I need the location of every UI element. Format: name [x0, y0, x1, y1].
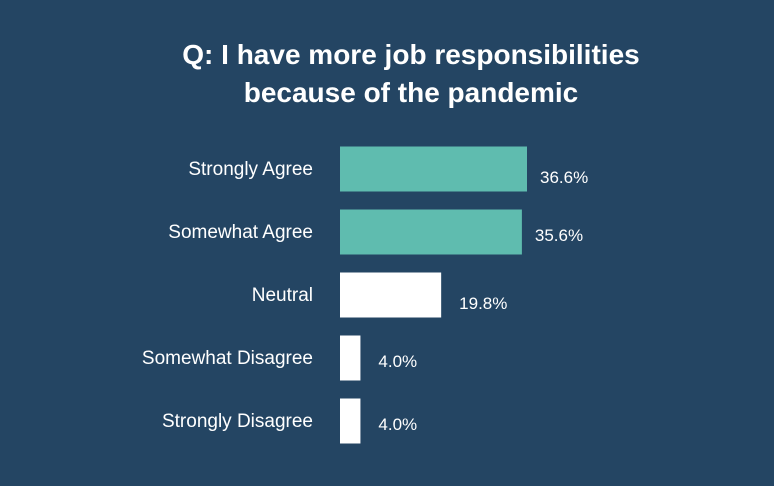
value-label: 4.0%	[378, 352, 417, 371]
category-label: Somewhat Agree	[168, 222, 313, 243]
category-label: Somewhat Disagree	[142, 348, 313, 369]
value-label: 4.0%	[378, 415, 417, 434]
category-label: Neutral	[252, 285, 313, 306]
chart-title: Q: I have more job responsibilities beca…	[182, 39, 640, 108]
category-label: Strongly Disagree	[162, 411, 313, 432]
value-label: 36.6%	[540, 168, 588, 187]
category-label: Strongly Agree	[188, 159, 313, 180]
bar-neutral	[340, 272, 442, 318]
bar-somewhat-agree	[340, 209, 522, 255]
value-label: 35.6%	[535, 226, 583, 245]
bar-somewhat-disagree	[340, 335, 361, 381]
bar-strongly-agree	[340, 146, 527, 192]
value-label: 19.8%	[459, 294, 507, 313]
bar-strongly-disagree	[340, 398, 361, 444]
